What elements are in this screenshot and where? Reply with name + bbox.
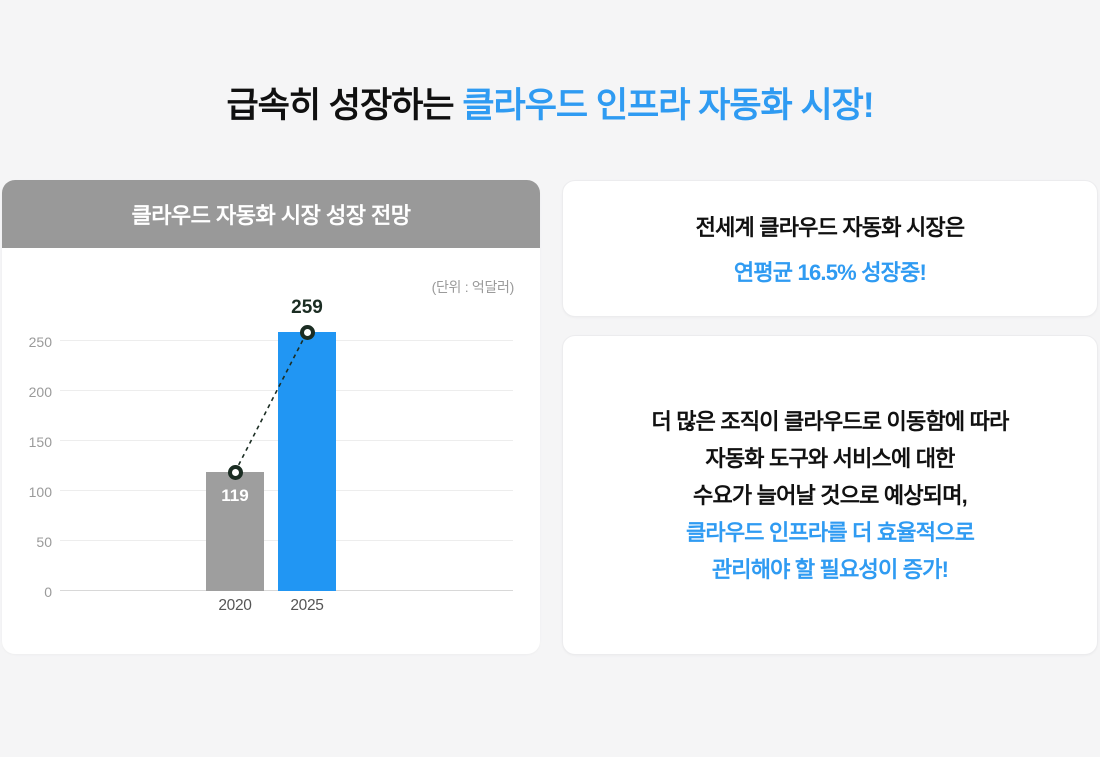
ytick-label-100: 100 — [28, 484, 52, 500]
info-bottom-line-5: 관리해야 할 필요성이 증가! — [711, 556, 949, 582]
chart-title: 클라우드 자동화 시장 성장 전망 — [131, 203, 411, 228]
ytick-label-200: 200 — [28, 384, 52, 400]
info-card-top: 전세계 클라우드 자동화 시장은 연평균 16.5% 성장중! — [562, 180, 1098, 317]
page-title-black: 급속히 성장하는 — [226, 86, 463, 125]
trend-marker-2020 — [227, 464, 243, 480]
ytick-label-0: 0 — [44, 584, 52, 600]
info-bottom-line-3: 수요가 늘어날 것으로 예상되며, — [693, 482, 968, 508]
xtick-label-2025: 2025 — [290, 597, 324, 614]
bar-value-2025: 259 — [291, 297, 323, 318]
trend-marker-2025 — [299, 324, 315, 340]
ytick-label-250: 250 — [28, 334, 52, 350]
xtick-label-2020: 2020 — [218, 597, 252, 614]
info-top-line-1: 전세계 클라우드 자동화 시장은 — [695, 215, 965, 240]
bar-2025 — [278, 332, 336, 591]
info-top-line-2: 연평균 16.5% 성장중! — [733, 260, 927, 285]
info-bottom-line-1: 더 많은 조직이 클라우드로 이동함에 따라 — [651, 408, 1009, 434]
info-card-bottom: 더 많은 조직이 클라우드로 이동함에 따라 자동화 도구와 서비스에 대한 수… — [562, 335, 1098, 655]
bar-value-2020: 119 — [221, 486, 249, 505]
bar-2020: 119 — [206, 472, 264, 591]
trend-line — [234, 331, 308, 473]
chart-unit-label: (단위 : 억달러) — [431, 279, 515, 295]
info-bottom-line-2: 자동화 도구와 서비스에 대한 — [705, 445, 955, 471]
page-title: 급속히 성장하는 클라우드 인프라 자동화 시장! — [0, 84, 1100, 128]
page-title-accent: 클라우드 인프라 자동화 시장! — [462, 86, 874, 125]
chart-card: 클라우드 자동화 시장 성장 전망 (단위 : 억달러) 0 50 100 150 20… — [2, 180, 540, 654]
plot-area: 0 50 100 150 200 250 119 2020 259 2025 — [29, 297, 513, 614]
info-bottom-line-4: 클라우드 인프라를 더 효율적으로 — [685, 519, 975, 545]
ytick-label-50: 50 — [36, 534, 52, 550]
chart-card-header: 클라우드 자동화 시장 성장 전망 — [2, 180, 540, 248]
ytick-label-150: 150 — [28, 434, 52, 450]
